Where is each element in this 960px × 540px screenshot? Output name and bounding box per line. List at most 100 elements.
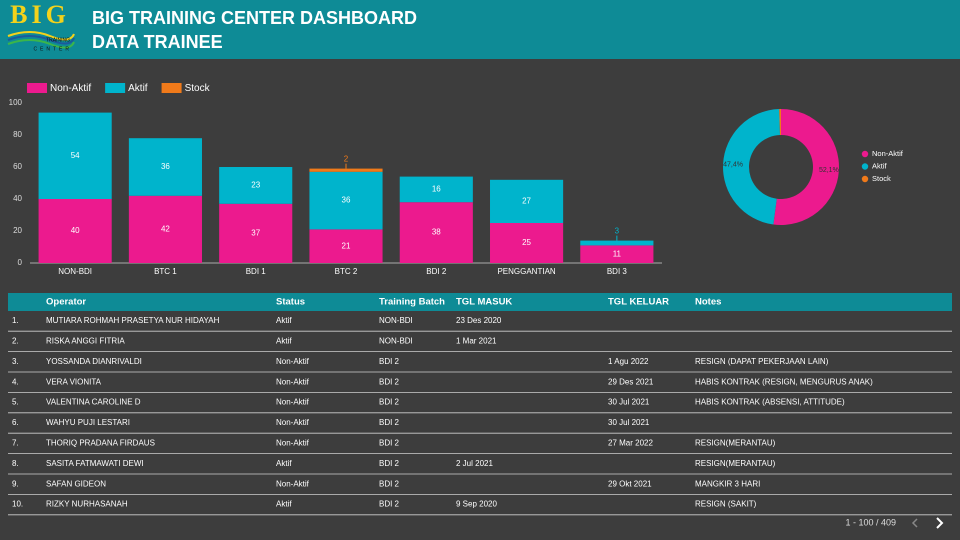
legend-label: Aktif <box>872 161 888 170</box>
table-cell: 2 Jul 2021 <box>456 459 493 468</box>
page-title: BIG TRAINING CENTER DASHBOARD <box>92 8 417 28</box>
x-tick-label: BTC 2 <box>335 267 358 276</box>
table-cell: YOSSANDA DIANRIVALDI <box>46 357 142 366</box>
data-label: 38 <box>432 228 441 237</box>
table-cell: 2. <box>12 337 19 346</box>
bar-segment <box>580 240 654 246</box>
column-header: Notes <box>695 297 721 308</box>
logo-wave <box>7 35 75 45</box>
bar-segment <box>580 245 654 263</box>
slice-label: 52,1% <box>819 167 839 174</box>
x-tick-label: BDI 3 <box>607 267 628 276</box>
prev-page[interactable] <box>911 518 918 528</box>
table-cell: RIZKY NURHASANAH <box>46 500 128 509</box>
bar-segment <box>490 223 564 263</box>
data-label: 36 <box>161 162 170 171</box>
table-cell: SASITA FATMAWATI DEWI <box>46 459 144 468</box>
donut-slice <box>773 109 839 226</box>
slice-label: 47,4% <box>723 161 743 168</box>
table-cell: Non-Aktif <box>276 377 310 386</box>
data-label: 27 <box>522 197 531 206</box>
x-tick-label: PENGGANTIAN <box>497 267 555 276</box>
x-tick-label: NON-BDI <box>58 267 92 276</box>
data-label: 2 <box>344 155 349 164</box>
legend-label: Stock <box>872 174 891 183</box>
next-page[interactable] <box>936 517 944 529</box>
column-header: TGL KELUAR <box>608 297 669 308</box>
table-cell: BDI 2 <box>379 418 400 427</box>
table-cell: Aktif <box>276 337 292 346</box>
table-cell: THORIQ PRADANA FIRDAUS <box>46 439 155 448</box>
legend-marker <box>861 163 869 170</box>
table-cell: HABIS KONTRAK (RESIGN, MENGURUS ANAK) <box>695 377 873 386</box>
data-label: 36 <box>342 196 351 205</box>
bar-segment <box>128 195 202 263</box>
data-label: 16 <box>432 185 441 194</box>
bar-segment <box>219 167 293 204</box>
data-label: 23 <box>251 181 260 190</box>
logo-wave <box>7 31 75 41</box>
legend-label: Aktif <box>128 83 148 94</box>
table-header-bar <box>8 293 952 311</box>
bar-chart: Non-Aktif Aktif Stock 0 20 40 60 80 100 NON-BDI 40… <box>9 83 662 276</box>
table-cell: HABIS KONTRAK (ABSENSI, ATTITUDE) <box>695 398 845 407</box>
table-cell: 7. <box>12 439 19 448</box>
data-label: 42 <box>161 225 170 234</box>
table-cell: 30 Jul 2021 <box>608 418 650 427</box>
logo: BIG TRAINING CENTER <box>7 0 75 52</box>
table-cell: Aktif <box>276 459 292 468</box>
table-cell: BDI 2 <box>379 459 400 468</box>
table-cell: SAFAN GIDEON <box>46 479 106 488</box>
bar-segment <box>309 168 383 172</box>
bar-segment <box>309 171 383 230</box>
table-cell: NON-BDI <box>379 316 413 325</box>
table-cell: MUTIARA ROHMAH PRASETYA NUR HIDAYAH <box>46 316 220 325</box>
y-tick-label: 20 <box>13 226 22 235</box>
table-cell: RISKA ANGGI FITRIA <box>46 337 125 346</box>
table-cell: 1 Agu 2022 <box>608 357 649 366</box>
data-label: 25 <box>522 238 531 247</box>
table-cell: 27 Mar 2022 <box>608 439 653 448</box>
bar-segment <box>38 112 112 199</box>
table-cell: RESIGN (DAPAT PEKERJAAN LAIN) <box>695 357 829 366</box>
table-cell: BDI 2 <box>379 500 400 509</box>
table-cell: BDI 2 <box>379 357 400 366</box>
table-cell: BDI 2 <box>379 398 400 407</box>
table-cell: 29 Des 2021 <box>608 377 654 386</box>
table-cell: 5. <box>12 398 19 407</box>
data-label: 21 <box>342 241 351 250</box>
column-header: Training Batch <box>379 297 445 308</box>
table-cell: BDI 2 <box>379 439 400 448</box>
legend-marker <box>861 150 869 158</box>
y-tick-label: 0 <box>18 258 23 267</box>
column-header: Operator <box>46 297 86 308</box>
table-cell: NON-BDI <box>379 337 413 346</box>
logo-wave <box>7 39 75 49</box>
table-cell: 8. <box>12 459 19 468</box>
donut-slice <box>723 109 780 225</box>
table-cell: WAHYU PUJI LESTARI <box>46 418 130 427</box>
y-tick-label: 40 <box>13 194 22 203</box>
table-cell: Non-Aktif <box>276 398 310 407</box>
data-label: 40 <box>71 226 80 235</box>
column-header: Status <box>276 297 305 308</box>
y-tick-label: 80 <box>13 130 22 139</box>
bar-segment <box>128 138 202 196</box>
data-label: 37 <box>251 229 260 238</box>
table-cell: RESIGN (SAKIT) <box>695 500 757 509</box>
x-tick-label: BDI 2 <box>426 267 447 276</box>
table-cell: 6. <box>12 418 19 427</box>
table: Operator Status Training Batch TGL MASUK TGL… <box>8 293 952 516</box>
data-label: 54 <box>71 151 80 160</box>
table-cell: 4. <box>12 377 19 386</box>
bar-segment <box>38 199 112 263</box>
donut-slice <box>779 109 781 136</box>
table-cell: 10. <box>12 500 23 509</box>
x-tick-label: BDI 1 <box>246 267 267 276</box>
table-cell: 1. <box>12 316 19 325</box>
logo-line: CENTER <box>33 46 72 52</box>
data-label: 3 <box>615 227 620 236</box>
table-cell: MANGKIR 3 HARI <box>695 479 760 488</box>
